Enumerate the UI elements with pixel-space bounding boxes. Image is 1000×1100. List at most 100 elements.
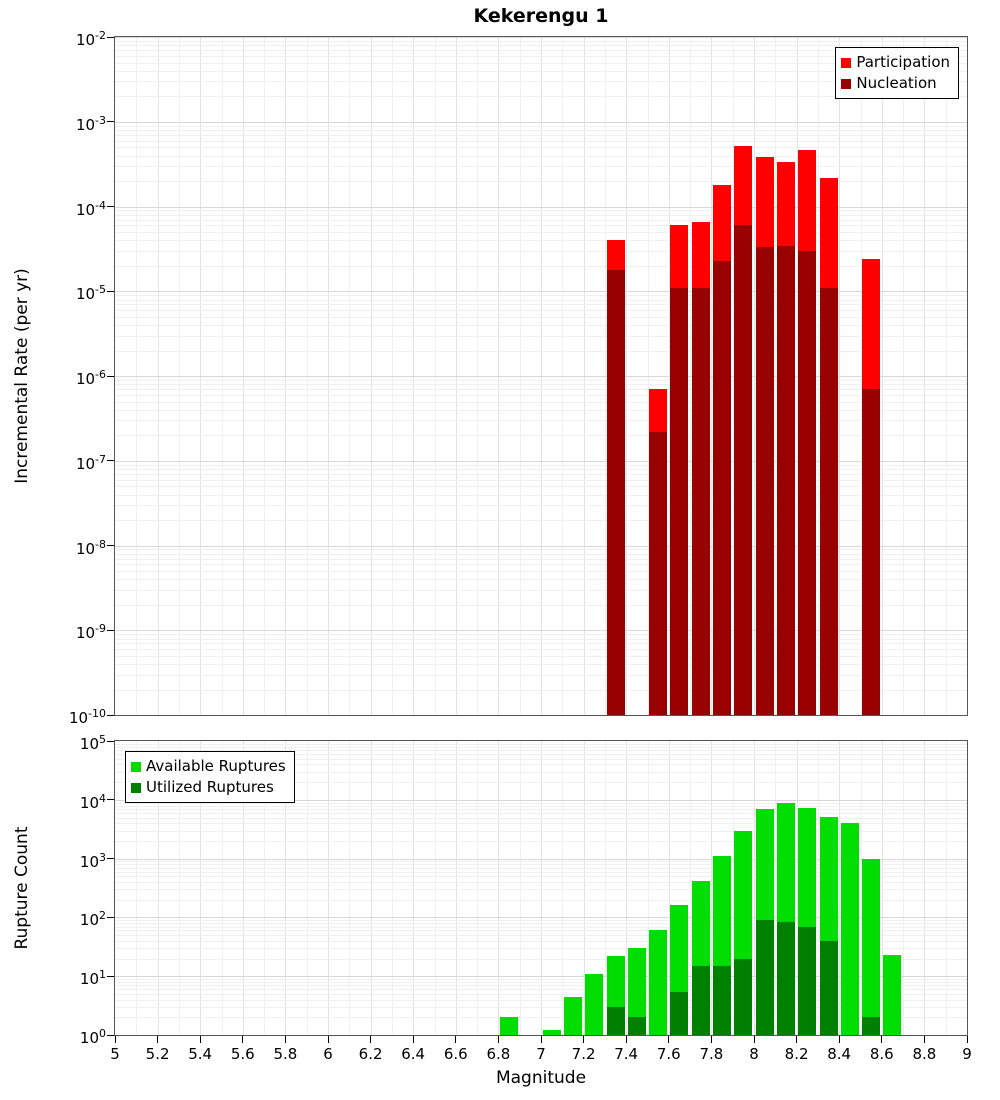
y-tick-mark xyxy=(107,290,114,292)
h-gridline-minor xyxy=(115,350,967,352)
bar-available-ruptures xyxy=(500,1017,519,1035)
h-gridline-minor xyxy=(115,225,967,227)
bar-available-ruptures xyxy=(649,930,668,1035)
bar-utilized-ruptures xyxy=(755,920,774,1035)
h-gridline-minor xyxy=(115,689,967,691)
bar-utilized-ruptures xyxy=(734,958,753,1035)
bar-available-ruptures xyxy=(883,954,902,1035)
h-gridline-minor xyxy=(115,473,967,475)
h-gridline-major xyxy=(115,917,967,919)
h-gridline-minor xyxy=(115,782,967,784)
h-gridline-minor xyxy=(115,812,967,814)
h-gridline-minor xyxy=(115,1006,967,1008)
h-gridline-minor xyxy=(115,899,967,901)
x-tick-label: 5.6 xyxy=(230,1045,255,1063)
h-gridline-minor xyxy=(115,130,967,131)
h-gridline-minor xyxy=(115,589,967,591)
v-gridline xyxy=(519,741,521,1035)
bar-utilized-ruptures xyxy=(862,1017,881,1035)
h-gridline-minor xyxy=(115,494,967,496)
x-tick-label: 6.8 xyxy=(486,1045,511,1063)
x-tick-mark xyxy=(923,1036,925,1043)
bar-utilized-ruptures xyxy=(670,991,689,1035)
bar-available-ruptures xyxy=(563,996,582,1035)
bar-available-ruptures xyxy=(542,1030,561,1035)
bar-utilized-ruptures xyxy=(798,926,817,1035)
nucleation-swatch-icon xyxy=(841,78,852,89)
v-gridline xyxy=(604,741,606,1035)
h-gridline-minor xyxy=(115,861,967,863)
available-ruptures-legend-label: Available Ruptures xyxy=(146,757,286,775)
h-gridline-minor xyxy=(115,464,967,466)
v-gridline xyxy=(157,741,159,1035)
bar-utilized-ruptures xyxy=(819,940,838,1035)
h-gridline-major xyxy=(115,291,967,293)
x-tick-mark xyxy=(114,1036,116,1043)
bar-available-ruptures xyxy=(585,973,604,1035)
bar-nucleation xyxy=(606,269,625,715)
v-gridline xyxy=(285,741,287,1035)
x-tick-mark xyxy=(199,1036,201,1043)
h-gridline-minor xyxy=(115,564,967,566)
h-gridline-minor xyxy=(115,985,967,987)
y-tick-mark xyxy=(107,206,114,207)
bar-nucleation xyxy=(798,250,817,715)
h-gridline-major xyxy=(115,460,967,462)
v-gridline xyxy=(413,741,415,1035)
legend-row-utilized: Utilized Ruptures xyxy=(131,777,286,798)
bar-utilized-ruptures xyxy=(606,1006,625,1035)
x-axis-label: Magnitude xyxy=(495,1068,587,1088)
v-gridline xyxy=(626,741,628,1035)
x-tick-label: 5.8 xyxy=(273,1045,298,1063)
h-gridline-minor xyxy=(115,384,967,386)
y-tick-label: 10-9 xyxy=(75,622,106,643)
x-tick-mark xyxy=(370,1036,372,1043)
h-gridline-minor xyxy=(115,409,967,411)
y-tick-mark xyxy=(107,916,114,918)
y-tick-label: 10-8 xyxy=(75,537,106,558)
h-gridline-minor xyxy=(115,389,967,391)
x-tick-mark xyxy=(753,1036,755,1043)
h-gridline-minor xyxy=(115,674,967,676)
x-tick-mark xyxy=(881,1036,883,1043)
count-plot-area: Available Ruptures Utilized Ruptures xyxy=(114,740,968,1036)
v-gridline xyxy=(178,741,180,1035)
h-gridline-minor xyxy=(115,579,967,581)
rate-legend: Participation Nucleation xyxy=(835,47,959,99)
v-gridline xyxy=(903,741,905,1035)
y-tick-mark xyxy=(107,375,114,377)
x-tick-label: 8.2 xyxy=(784,1045,809,1063)
x-tick-label: 5.2 xyxy=(145,1045,170,1063)
x-tick-label: 8 xyxy=(749,1045,759,1063)
y-tick-label: 10-6 xyxy=(75,368,106,388)
h-gridline-minor xyxy=(115,469,967,470)
legend-row-available: Available Ruptures xyxy=(131,756,286,777)
h-gridline-minor xyxy=(115,823,967,825)
y-tick-mark xyxy=(107,460,114,462)
v-gridline xyxy=(498,741,500,1035)
h-gridline-minor xyxy=(115,926,967,928)
h-gridline-minor xyxy=(115,935,967,937)
x-tick-mark xyxy=(838,1036,840,1043)
h-gridline-minor xyxy=(115,764,967,766)
bar-nucleation xyxy=(734,225,753,715)
y-tick-mark xyxy=(107,121,114,123)
x-tick-label: 5 xyxy=(110,1045,120,1063)
h-gridline-minor xyxy=(115,479,967,481)
bar-nucleation xyxy=(776,246,795,715)
v-gridline xyxy=(455,741,457,1035)
h-gridline-minor xyxy=(115,989,967,991)
y-tick-mark xyxy=(107,799,114,801)
h-gridline-minor xyxy=(115,923,967,925)
h-gridline-minor xyxy=(115,802,967,804)
h-gridline-minor xyxy=(115,50,967,52)
participation-legend-label: Participation xyxy=(856,53,950,71)
h-gridline-minor xyxy=(115,232,967,233)
h-gridline-major xyxy=(115,976,967,978)
h-gridline-minor xyxy=(115,250,967,252)
v-gridline xyxy=(924,741,926,1035)
h-gridline-minor xyxy=(115,758,967,760)
y-tick-label: 10-3 xyxy=(75,113,106,134)
h-gridline-minor xyxy=(115,134,967,136)
